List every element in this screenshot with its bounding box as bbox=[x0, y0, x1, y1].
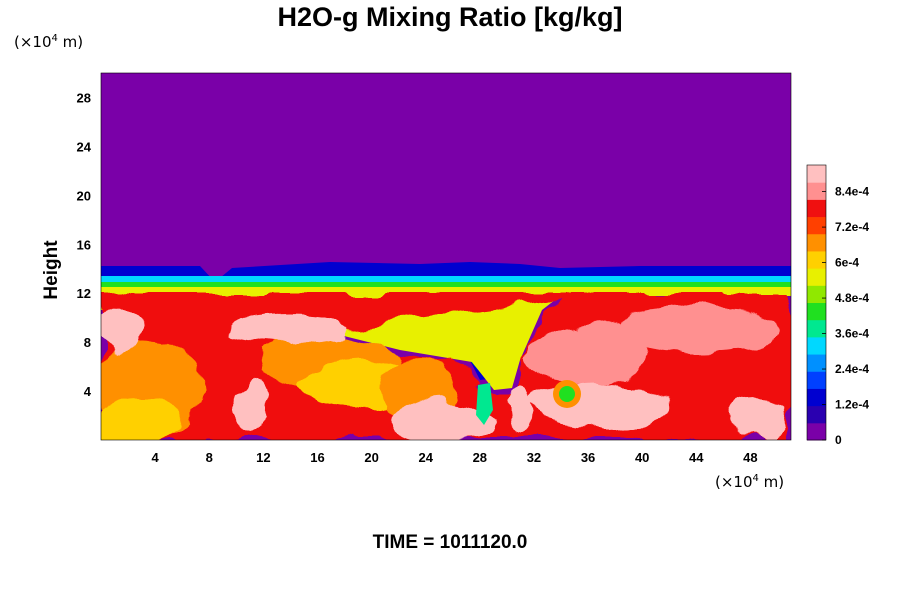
y-tick-label: 8 bbox=[84, 335, 91, 350]
colorbar-tick-label: 2.4e-4 bbox=[835, 362, 869, 376]
colorbar-swatch bbox=[807, 182, 826, 200]
colorbar-swatch bbox=[807, 354, 826, 372]
colorbar-tick-label: 6e-4 bbox=[835, 256, 859, 270]
colorbar-swatch bbox=[807, 268, 826, 286]
x-tick-label: 44 bbox=[689, 450, 704, 465]
plot-area bbox=[101, 73, 791, 440]
time-label: TIME = 1011120.0 bbox=[372, 532, 528, 553]
colorbar-swatch bbox=[807, 388, 826, 407]
x-tick-label: 8 bbox=[206, 450, 213, 465]
x-tick-label: 48 bbox=[743, 450, 757, 465]
y-tick-label: 16 bbox=[77, 237, 91, 252]
colorbar-tick-label: 4.8e-4 bbox=[835, 291, 869, 305]
vortex-center bbox=[559, 386, 575, 402]
colorbar-swatch bbox=[807, 199, 826, 218]
plot-frame bbox=[100, 72, 792, 441]
colorbar-tick-label: 8.4e-4 bbox=[835, 185, 869, 199]
x-tick-label: 36 bbox=[581, 450, 595, 465]
colorbar-swatch bbox=[807, 422, 826, 441]
colorbar-frame bbox=[806, 164, 827, 441]
colorbar-swatch bbox=[807, 405, 826, 424]
x-tick-label: 4 bbox=[152, 450, 160, 465]
y-tick-label: 20 bbox=[77, 188, 91, 203]
colorbar-swatch bbox=[807, 302, 826, 321]
colorbar-swatch bbox=[807, 165, 826, 183]
x-tick-label: 28 bbox=[473, 450, 487, 465]
colorbar-swatch bbox=[807, 233, 826, 252]
x-axis-unit: (×104 m) bbox=[715, 473, 785, 491]
colorbar-swatch bbox=[807, 336, 826, 355]
colorbar-tick-label: 7.2e-4 bbox=[835, 220, 869, 234]
x-ticks: 4 8 12 16 20 24 28 32 36 40 44 48 bbox=[152, 450, 758, 465]
colorbar-tick-label: 3.6e-4 bbox=[835, 327, 869, 341]
x-tick-label: 16 bbox=[310, 450, 324, 465]
y-tick-label: 12 bbox=[77, 286, 91, 301]
x-tick-label: 32 bbox=[527, 450, 541, 465]
colorbar-swatch bbox=[807, 216, 826, 235]
colorbar-swatch bbox=[807, 371, 826, 389]
colorbar-swatch bbox=[807, 250, 826, 269]
x-tick-label: 24 bbox=[418, 450, 433, 465]
y-tick-label: 4 bbox=[84, 384, 92, 399]
colorbar-tick-label: 1.2e-4 bbox=[835, 398, 869, 412]
y-ticks: 4 8 12 16 20 24 28 bbox=[77, 90, 92, 399]
y-axis-unit: (×104 m) bbox=[14, 33, 84, 51]
x-tick-label: 12 bbox=[256, 450, 270, 465]
x-tick-label: 20 bbox=[364, 450, 378, 465]
chart-title: H2O-g Mixing Ratio [kg/kg] bbox=[277, 2, 623, 32]
y-tick-label: 24 bbox=[77, 139, 92, 154]
colorbar bbox=[806, 164, 827, 441]
trough-plume bbox=[476, 383, 493, 425]
x-tick-label: 40 bbox=[635, 450, 649, 465]
colorbar-swatch bbox=[807, 285, 826, 303]
colorbar-ticks: 0 1.2e-4 2.4e-4 3.6e-4 4.8e-4 6e-4 7.2e-4 8.4e-… bbox=[822, 185, 869, 447]
moist-layer bbox=[101, 292, 791, 440]
colorbar-tick-label: 0 bbox=[835, 433, 842, 447]
colorbar-swatch bbox=[807, 319, 826, 338]
y-tick-label: 28 bbox=[77, 90, 91, 105]
